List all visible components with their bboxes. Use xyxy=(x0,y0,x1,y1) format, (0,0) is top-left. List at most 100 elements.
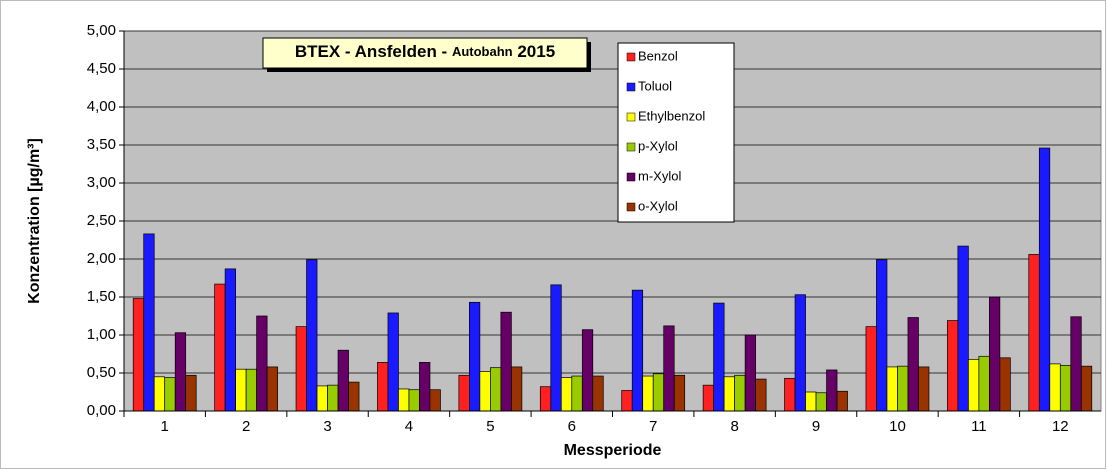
bar xyxy=(571,375,583,412)
bar xyxy=(511,366,523,412)
bar xyxy=(479,371,491,412)
bar xyxy=(469,301,481,412)
bar xyxy=(1080,365,1093,412)
bar xyxy=(621,390,633,412)
x-tick-label: 1 xyxy=(161,418,169,435)
x-tick-label: 3 xyxy=(323,418,331,435)
bar xyxy=(755,378,767,412)
bar xyxy=(968,358,980,412)
y-tick-label: 3,00 xyxy=(87,174,116,191)
bar xyxy=(907,317,919,412)
bar xyxy=(702,384,714,412)
x-tick-label: 2 xyxy=(242,418,250,435)
bar xyxy=(256,315,268,412)
legend-swatch xyxy=(626,142,636,152)
legend-swatch xyxy=(626,112,636,122)
bar xyxy=(642,375,654,412)
bar xyxy=(918,366,930,412)
bar xyxy=(214,283,226,412)
bar xyxy=(429,389,441,412)
bar xyxy=(245,368,257,412)
bar xyxy=(164,377,176,412)
bar xyxy=(999,357,1011,412)
bar xyxy=(348,381,360,412)
bar xyxy=(1049,363,1061,412)
y-tick-label: 3,50 xyxy=(87,136,116,153)
bar xyxy=(784,377,796,412)
legend-swatch xyxy=(626,202,636,212)
title-part: Autobahn xyxy=(452,44,513,59)
bar xyxy=(989,296,1001,412)
bar xyxy=(143,233,155,412)
legend-label: Benzol xyxy=(638,48,678,63)
y-tick-label: 0,00 xyxy=(87,402,116,419)
x-tick-label: 6 xyxy=(568,418,576,435)
chart-title: BTEX - Ansfelden - Autobahn 2015 xyxy=(295,42,555,61)
x-tick-label: 10 xyxy=(889,418,906,435)
bar xyxy=(316,385,328,412)
legend-box xyxy=(617,42,735,223)
bar xyxy=(490,367,502,412)
y-tick-label: 1,00 xyxy=(87,326,116,343)
bar xyxy=(592,375,604,412)
legend-label: Ethylbenzol xyxy=(638,108,705,123)
bar xyxy=(673,374,686,412)
y-tick-label: 2,50 xyxy=(87,212,116,229)
bar xyxy=(387,312,399,412)
bar xyxy=(805,391,817,412)
bar xyxy=(153,376,166,412)
x-tick-label: 4 xyxy=(405,418,413,435)
bar xyxy=(550,284,562,412)
bar xyxy=(224,268,236,412)
bar xyxy=(1059,365,1072,412)
title-part: 2015 xyxy=(513,42,556,61)
x-tick-label: 12 xyxy=(1052,418,1069,435)
bar xyxy=(815,392,827,412)
legend-label: Toluol xyxy=(638,78,672,93)
legend-swatch xyxy=(626,82,636,92)
bar xyxy=(826,369,838,412)
bar xyxy=(652,373,665,412)
y-tick-label: 5,00 xyxy=(87,22,116,39)
bar xyxy=(327,384,339,412)
legend-swatch xyxy=(626,172,636,182)
bar xyxy=(295,326,307,412)
bar xyxy=(235,368,247,412)
x-tick-label: 5 xyxy=(486,418,494,435)
bar xyxy=(957,245,969,412)
bar xyxy=(876,259,888,412)
y-tick-label: 2,00 xyxy=(87,250,116,267)
bar xyxy=(836,390,848,412)
y-tick-label: 1,50 xyxy=(87,288,116,305)
legend-label: o-Xylol xyxy=(638,198,678,213)
bar xyxy=(723,376,735,412)
bar xyxy=(947,320,959,412)
legend-swatch xyxy=(626,52,636,62)
legend-label: p-Xylol xyxy=(638,138,678,153)
bar xyxy=(744,334,756,412)
bar xyxy=(560,377,573,412)
bar xyxy=(408,389,420,412)
bar xyxy=(713,302,725,412)
y-tick-label: 4,00 xyxy=(87,98,116,115)
x-axis-label: Messperiode xyxy=(564,442,662,459)
x-tick-label: 11 xyxy=(971,418,987,435)
bar xyxy=(377,362,389,412)
bar xyxy=(539,386,552,412)
x-tick-label: 9 xyxy=(812,418,820,435)
bar xyxy=(886,366,898,412)
title-box xyxy=(262,37,588,69)
bar xyxy=(734,374,746,412)
bar xyxy=(174,332,187,412)
bar xyxy=(1070,316,1082,412)
bar xyxy=(185,374,197,412)
bar xyxy=(132,298,145,412)
y-tick-label: 4,50 xyxy=(87,60,116,77)
bar xyxy=(419,362,431,412)
bar xyxy=(1038,147,1051,412)
title-part: BTEX - Ansfelden - xyxy=(295,42,452,61)
bar xyxy=(631,289,644,412)
bar xyxy=(897,365,909,412)
bar xyxy=(266,366,278,412)
